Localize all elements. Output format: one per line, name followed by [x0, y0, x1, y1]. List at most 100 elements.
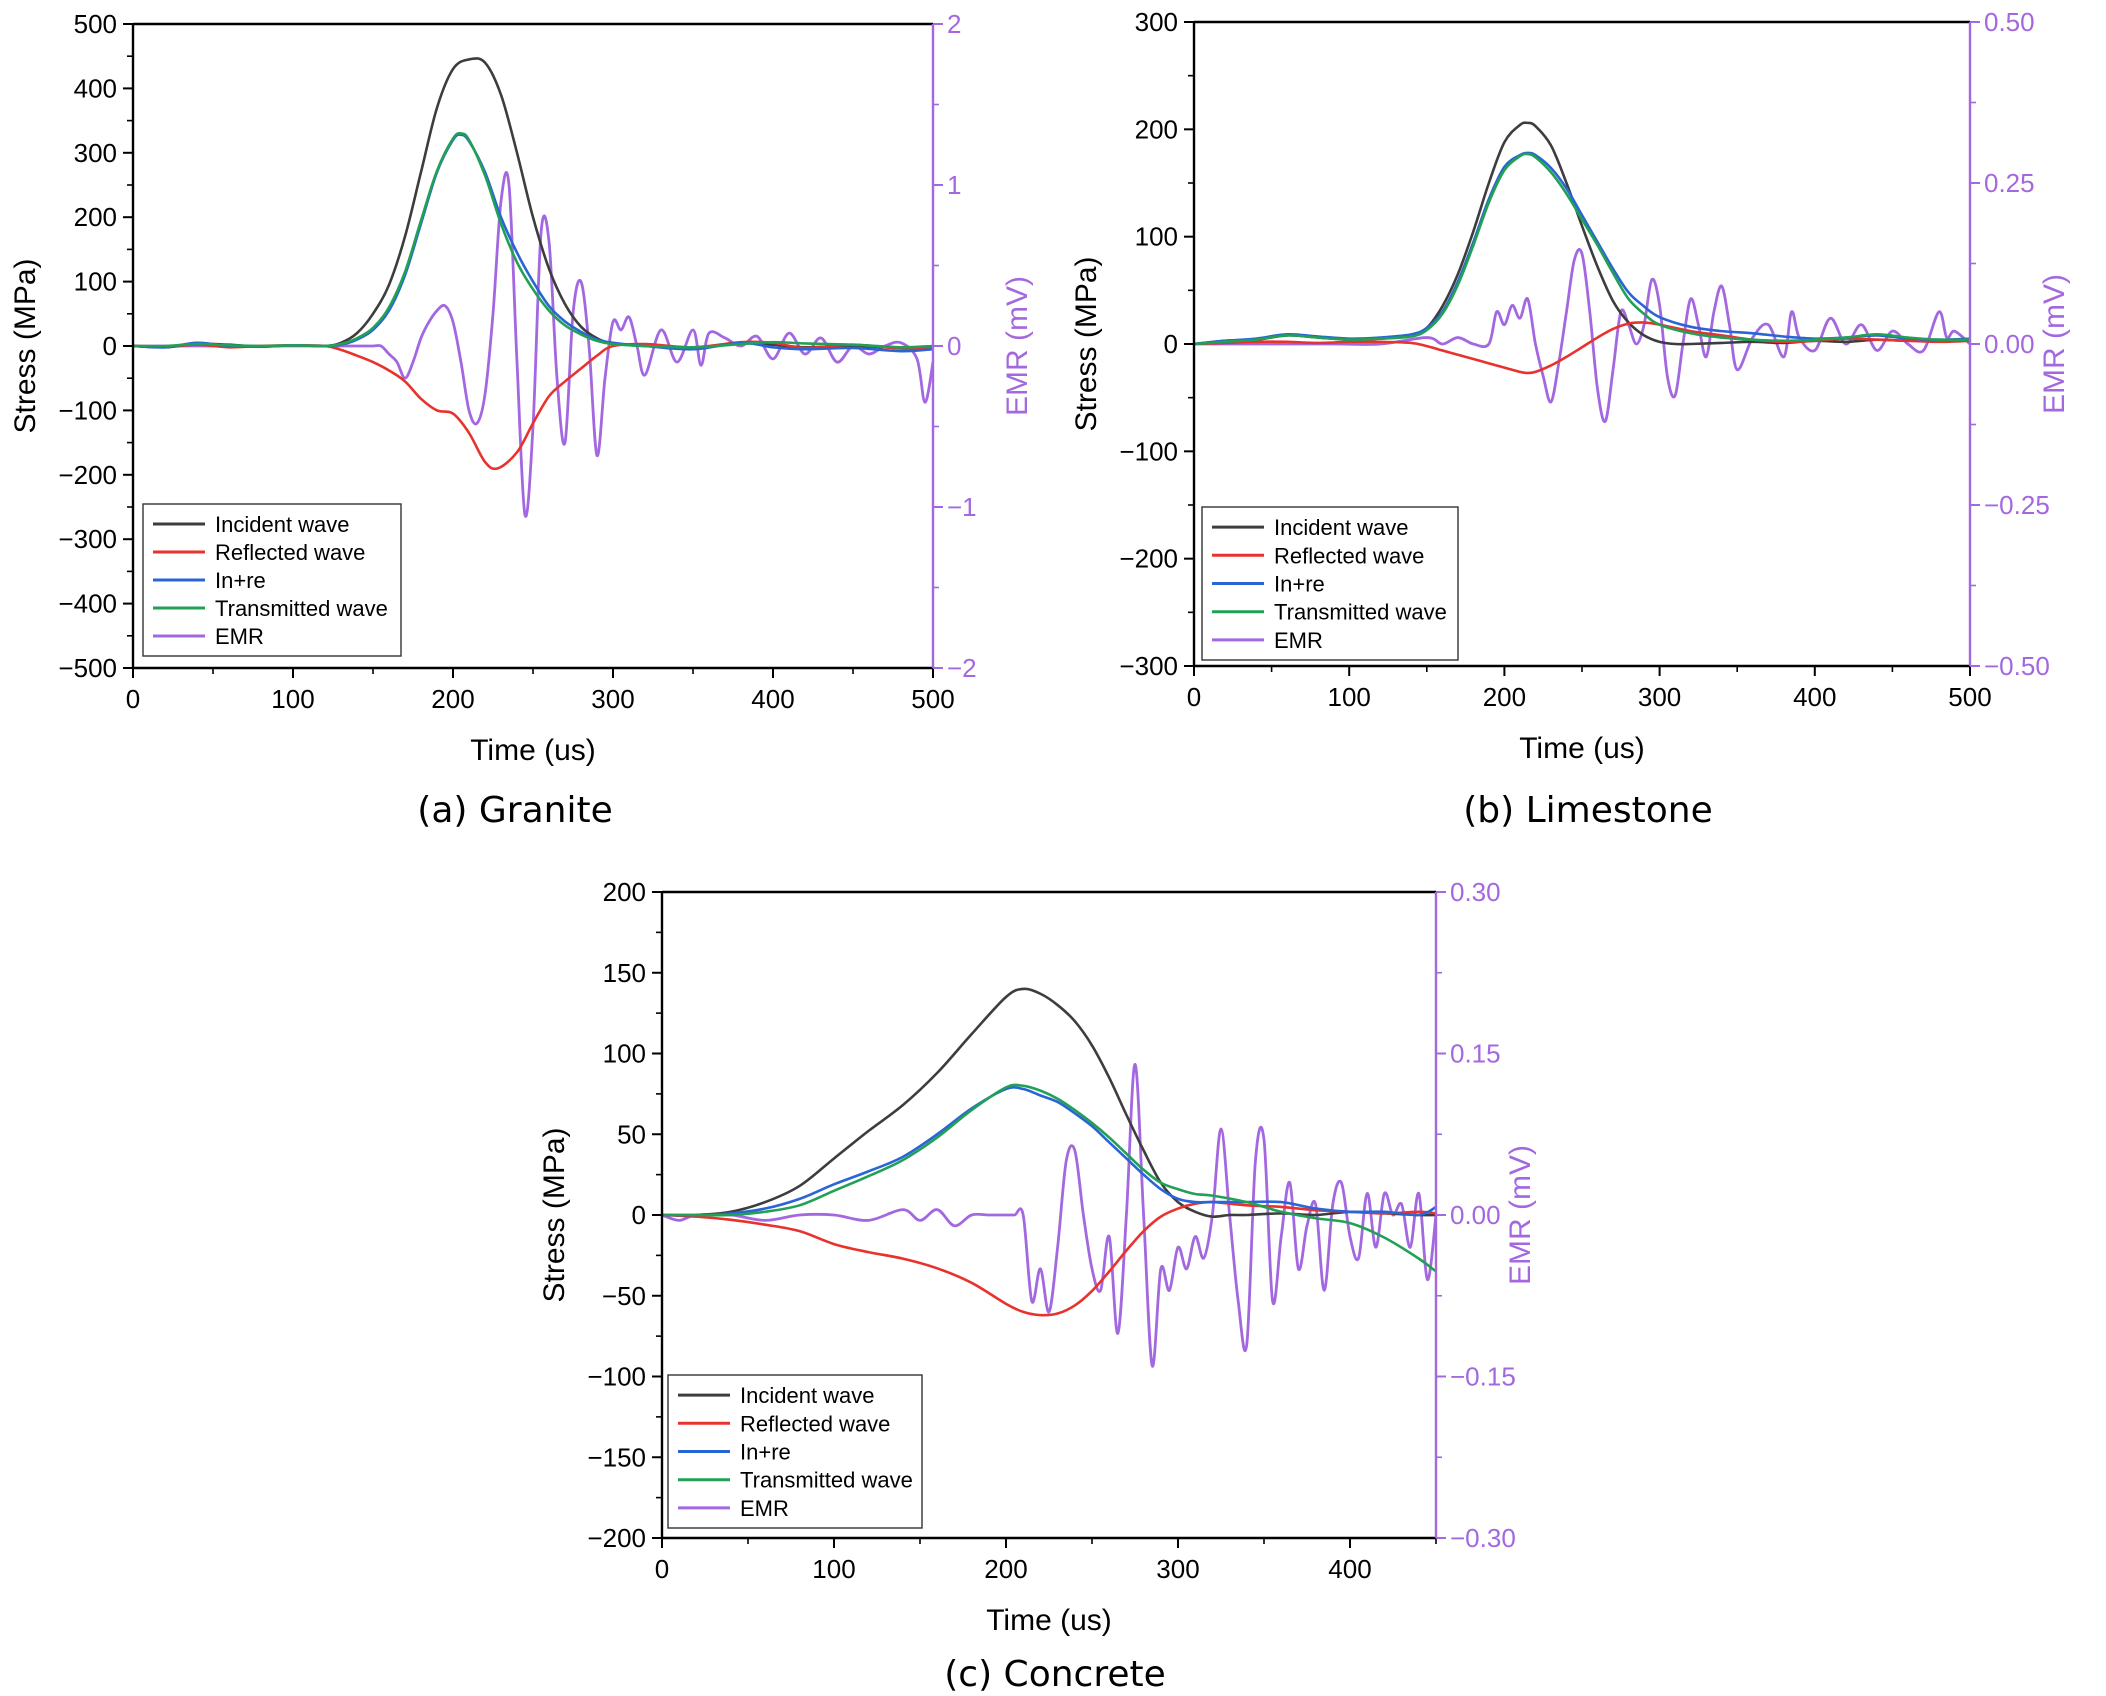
y2-axis-title: EMR (mV) [1504, 1145, 1537, 1285]
y-tick-label: −500 [58, 653, 117, 683]
x-tick-label: 200 [1483, 682, 1526, 712]
x-tick-label: 400 [1328, 1554, 1371, 1584]
legend-label: Incident wave [1274, 515, 1409, 540]
y2-tick-label: −0.30 [1450, 1523, 1516, 1553]
y-tick-label: 0 [1164, 329, 1178, 359]
y-tick-label: −50 [602, 1281, 646, 1311]
chart-caption: (b) Limestone [1463, 790, 1713, 831]
y-tick-label: 400 [74, 73, 117, 103]
y-tick-label: 200 [74, 202, 117, 232]
y-tick-label: 100 [1135, 222, 1178, 252]
y-tick-label: 200 [1135, 114, 1178, 144]
x-tick-label: 400 [751, 684, 794, 714]
y-tick-label: −150 [587, 1442, 646, 1472]
series-line-emr [662, 1062, 1436, 1368]
series-line-emr [133, 171, 933, 518]
series-line-in-re [133, 133, 933, 353]
series-line-incident-wave [133, 57, 933, 350]
x-axis-title: Time (us) [1519, 732, 1645, 765]
x-tick-label: 0 [126, 684, 140, 714]
y2-tick-label: −0.50 [1984, 651, 2050, 681]
y-tick-label: 100 [603, 1039, 646, 1069]
series-line-reflected-wave [1194, 321, 1970, 375]
x-tick-label: 500 [1948, 682, 1991, 712]
y-tick-label: 0 [632, 1200, 646, 1230]
x-tick-label: 100 [271, 684, 314, 714]
legend-label: In+re [740, 1440, 791, 1465]
y-tick-label: 200 [603, 877, 646, 907]
y-tick-label: −200 [58, 460, 117, 490]
y-tick-label: 0 [103, 331, 117, 361]
y-tick-label: −100 [1119, 436, 1178, 466]
series-line-reflected-wave [662, 1200, 1436, 1317]
legend-label: EMR [1274, 628, 1323, 653]
series-line-emr [1194, 248, 1970, 423]
y-tick-label: 500 [74, 9, 117, 39]
y2-tick-label: −0.15 [1450, 1362, 1516, 1392]
y-tick-label: −200 [1119, 544, 1178, 574]
y-tick-label: −300 [1119, 651, 1178, 681]
y2-tick-label: 0.00 [1984, 329, 2035, 359]
y-axis-title: Stress (MPa) [538, 1127, 571, 1302]
series-group [662, 987, 1436, 1368]
chart-caption: (c) Concrete [944, 1654, 1166, 1695]
legend-label: Reflected wave [740, 1411, 890, 1436]
x-axis-title: Time (us) [986, 1604, 1112, 1637]
legend-label: EMR [740, 1496, 789, 1521]
y2-tick-label: 1 [947, 170, 961, 200]
y-axis-title: Stress (MPa) [9, 258, 42, 433]
y2-axis-title: EMR (mV) [2038, 274, 2071, 414]
chart-caption: (a) Granite [417, 790, 612, 831]
y-tick-label: 100 [74, 267, 117, 297]
y2-tick-label: 0.30 [1450, 877, 1501, 907]
x-axis-title: Time (us) [470, 734, 596, 767]
x-tick-label: 0 [655, 1554, 669, 1584]
concrete-chart: 0 100 200 300 400 200 150 100 50 0 −50 −100 −150 −200… [538, 877, 1537, 1695]
series-line-transmitted-wave [662, 1083, 1436, 1273]
limestone-chart: 0 100 200 300 400 500 300 200 100 0 −100 −200 −300 0.… [1070, 7, 2071, 831]
legend-label: In+re [1274, 572, 1325, 597]
x-tick-label: 300 [591, 684, 634, 714]
legend: Incident wave Reflected wave In+re Transmit… [142, 503, 402, 657]
legend-label: Incident wave [740, 1383, 875, 1408]
y-tick-label: 300 [1135, 7, 1178, 37]
legend-label: In+re [215, 568, 266, 593]
x-tick-label: 300 [1638, 682, 1681, 712]
series-line-transmitted-wave [1194, 152, 1970, 346]
y-axis-title: Stress (MPa) [1070, 256, 1103, 431]
y2-axis-title: EMR (mV) [1001, 276, 1034, 416]
x-tick-label: 200 [431, 684, 474, 714]
y2-tick-label: 0 [947, 331, 961, 361]
legend-label: EMR [215, 624, 264, 649]
y-tick-label: −400 [58, 589, 117, 619]
x-tick-label: 500 [911, 684, 954, 714]
legend-label: Reflected wave [1274, 543, 1424, 568]
series-line-in-re [662, 1086, 1436, 1217]
series-line-incident-wave [1194, 121, 1970, 346]
x-tick-label: 100 [1328, 682, 1371, 712]
series-group [1194, 121, 1970, 423]
y-tick-label: 300 [74, 138, 117, 168]
x-tick-label: 200 [984, 1554, 1027, 1584]
y2-tick-label: 0.50 [1984, 7, 2035, 37]
x-tick-label: 0 [1187, 682, 1201, 712]
y-tick-label: −100 [58, 395, 117, 425]
y-tick-label: −300 [58, 524, 117, 554]
x-tick-label: 400 [1793, 682, 1836, 712]
y-tick-label: −200 [587, 1523, 646, 1553]
y-tick-label: −100 [587, 1362, 646, 1392]
legend-label: Incident wave [215, 512, 350, 537]
series-line-transmitted-wave [133, 132, 933, 349]
series-line-incident-wave [662, 987, 1436, 1219]
legend-label: Transmitted wave [215, 596, 388, 621]
y2-tick-label: 0.00 [1450, 1200, 1501, 1230]
legend: Incident wave Reflected wave In+re Transmit… [1201, 506, 1459, 661]
y2-tick-label: 0.15 [1450, 1039, 1501, 1069]
x-tick-label: 100 [812, 1554, 855, 1584]
y2-tick-label: 2 [947, 9, 961, 39]
granite-chart: 0 100 200 300 400 500 500 400 300 200 100 0 −100 −200… [9, 9, 1034, 831]
legend-label: Transmitted wave [1274, 600, 1447, 625]
y2-tick-label: 0.25 [1984, 168, 2035, 198]
legend: Incident wave Reflected wave In+re Transmit… [667, 1374, 923, 1529]
